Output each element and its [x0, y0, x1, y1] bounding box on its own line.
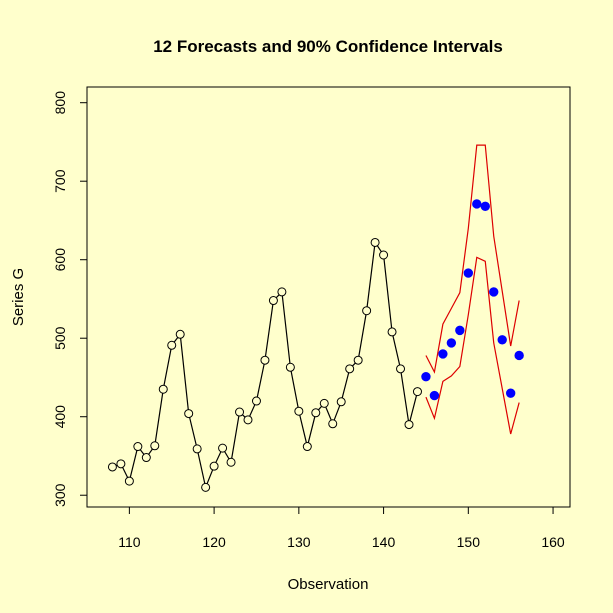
series-0 — [107, 237, 422, 492]
data-point — [175, 329, 185, 339]
data-point — [353, 355, 363, 365]
data-point — [201, 482, 211, 492]
data-point — [311, 408, 321, 418]
series-line — [112, 240, 419, 490]
forecast-point — [463, 268, 474, 278]
y-tick-label: 500 — [52, 326, 68, 350]
x-tick-label: 130 — [287, 534, 311, 550]
forecast-point — [438, 349, 448, 359]
y-axis-label: Series G — [10, 268, 27, 326]
x-tick-label: 110 — [118, 534, 141, 550]
y-tick-label: 800 — [52, 91, 68, 115]
data-point — [226, 457, 236, 467]
data-point — [167, 340, 177, 350]
data-point — [277, 287, 287, 297]
chart-title: 12 Forecasts and 90% Confidence Interval… — [153, 37, 503, 56]
data-point — [294, 406, 304, 416]
y-tick-label: 600 — [52, 248, 68, 272]
forecast-point — [455, 325, 465, 336]
data-point — [379, 250, 389, 260]
x-axis-label: Observation — [288, 576, 369, 593]
data-point — [370, 237, 380, 247]
data-point — [285, 362, 295, 372]
data-point — [192, 444, 202, 454]
data-point — [268, 296, 278, 306]
data-point — [150, 441, 160, 451]
data-point — [387, 327, 397, 337]
data-point — [133, 442, 143, 452]
forecast-point — [446, 338, 457, 348]
x-tick-label: 120 — [202, 534, 226, 550]
data-point — [158, 384, 168, 394]
data-point — [412, 387, 422, 397]
data-point — [251, 396, 261, 406]
plot-frame — [86, 86, 571, 508]
data-point — [209, 461, 219, 471]
series-2 — [425, 256, 520, 435]
x-tick-label: 160 — [541, 534, 565, 550]
data-point — [107, 462, 117, 472]
x-tick-label: 150 — [457, 534, 481, 550]
data-point — [124, 476, 134, 486]
forecast-point — [497, 335, 507, 345]
data-point — [319, 398, 329, 408]
data-point — [302, 442, 312, 452]
data-point — [396, 364, 406, 374]
data-point — [218, 443, 228, 453]
y-tick-label: 700 — [52, 169, 68, 193]
forecast-point — [429, 390, 440, 401]
data-point — [328, 419, 338, 429]
data-point — [235, 407, 245, 417]
y-axis: 300 400 500 600 700 800 — [52, 91, 88, 507]
series-3 — [425, 144, 520, 374]
forecast-point — [472, 199, 482, 209]
forecast-point — [480, 201, 490, 212]
data-point — [362, 306, 372, 316]
y-tick-label: 400 — [52, 405, 68, 429]
series-line — [425, 256, 520, 435]
series-line — [425, 144, 520, 374]
y-tick-label: 300 — [52, 483, 68, 507]
forecast-point — [514, 350, 524, 361]
data-point — [243, 415, 253, 425]
forecast-point — [421, 371, 431, 382]
forecast-point — [489, 287, 499, 297]
data-point — [404, 420, 414, 430]
data-point — [141, 453, 151, 463]
x-axis: 110 120 130 140 150 160 — [118, 506, 565, 550]
series-1 — [421, 199, 524, 401]
series-layer — [107, 144, 524, 492]
forecast-point — [505, 388, 516, 398]
data-point — [184, 409, 194, 419]
data-point — [345, 364, 355, 374]
data-point — [116, 459, 126, 469]
x-tick-label: 140 — [372, 534, 396, 550]
data-point — [260, 355, 270, 365]
data-point — [336, 397, 346, 407]
